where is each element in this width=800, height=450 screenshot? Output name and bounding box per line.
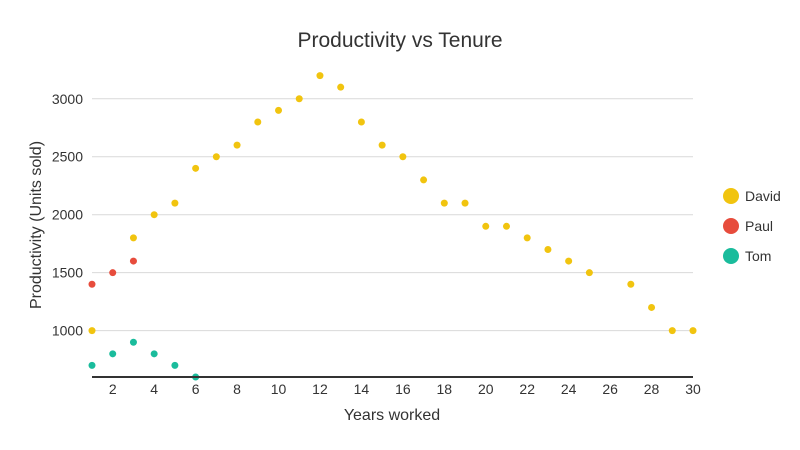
data-point <box>337 83 345 91</box>
data-point <box>129 338 137 346</box>
data-point <box>88 280 96 288</box>
data-point <box>129 257 137 265</box>
data-point <box>316 72 324 80</box>
series-david <box>88 72 697 335</box>
x-tick-label: 22 <box>519 381 535 397</box>
series-paul <box>88 257 137 288</box>
chart-title: Productivity vs Tenure <box>297 29 502 52</box>
data-point <box>399 153 407 161</box>
x-tick-label: 4 <box>150 381 158 397</box>
legend-label: Paul <box>745 218 773 234</box>
data-point <box>171 361 179 369</box>
x-tick-label: 30 <box>685 381 701 397</box>
series-tom <box>88 338 200 381</box>
legend: David Paul Tom <box>723 188 781 264</box>
x-tick-label: 26 <box>602 381 618 397</box>
x-tick-label: 18 <box>437 381 453 397</box>
data-point <box>275 106 283 114</box>
data-point <box>378 141 386 149</box>
data-point <box>150 211 158 219</box>
x-tick-label: 6 <box>192 381 200 397</box>
data-point <box>150 350 158 358</box>
y-tick-label: 1500 <box>52 265 83 281</box>
legend-label: David <box>745 188 781 204</box>
x-tick-label: 10 <box>271 381 287 397</box>
y-axis-title: Productivity (Units sold) <box>28 141 45 309</box>
data-point <box>109 350 117 358</box>
data-point <box>171 199 179 207</box>
gridlines <box>92 98 693 332</box>
data-point <box>461 199 469 207</box>
data-point <box>523 234 531 242</box>
y-tick-label: 3000 <box>52 91 83 107</box>
legend-marker <box>723 188 739 204</box>
data-point <box>254 118 262 126</box>
x-tick-label: 24 <box>561 381 577 397</box>
y-axis-ticks: 1000 1500 2000 2500 3000 <box>52 91 83 339</box>
data-point <box>88 361 96 369</box>
data-point <box>109 269 117 277</box>
data-point <box>295 95 303 103</box>
data-point <box>482 222 490 230</box>
data-points <box>88 72 697 381</box>
data-point <box>502 222 510 230</box>
legend-marker <box>723 248 739 264</box>
x-tick-label: 14 <box>354 381 370 397</box>
data-point <box>668 327 676 335</box>
data-point <box>420 176 428 184</box>
data-point <box>544 245 552 253</box>
x-tick-label: 20 <box>478 381 494 397</box>
data-point <box>129 234 137 242</box>
x-tick-label: 8 <box>233 381 241 397</box>
x-axis-title: Years worked <box>344 407 440 424</box>
data-point <box>233 141 241 149</box>
data-point <box>585 269 593 277</box>
data-point <box>627 280 635 288</box>
data-point <box>565 257 573 265</box>
data-point <box>357 118 365 126</box>
x-tick-label: 28 <box>644 381 660 397</box>
legend-label: Tom <box>745 248 771 264</box>
legend-marker <box>723 218 739 234</box>
x-tick-label: 12 <box>312 381 328 397</box>
y-tick-label: 2500 <box>52 149 83 165</box>
x-tick-label: 16 <box>395 381 411 397</box>
data-point <box>212 153 220 161</box>
data-point <box>88 327 96 335</box>
data-point <box>648 303 656 311</box>
data-point <box>192 164 200 172</box>
data-point <box>440 199 448 207</box>
y-tick-label: 1000 <box>52 323 83 339</box>
x-axis-ticks: 2 4 6 8 10 12 14 16 18 20 22 24 26 28 30 <box>109 381 701 397</box>
data-point <box>689 327 697 335</box>
x-tick-label: 2 <box>109 381 117 397</box>
y-tick-label: 2000 <box>52 207 83 223</box>
